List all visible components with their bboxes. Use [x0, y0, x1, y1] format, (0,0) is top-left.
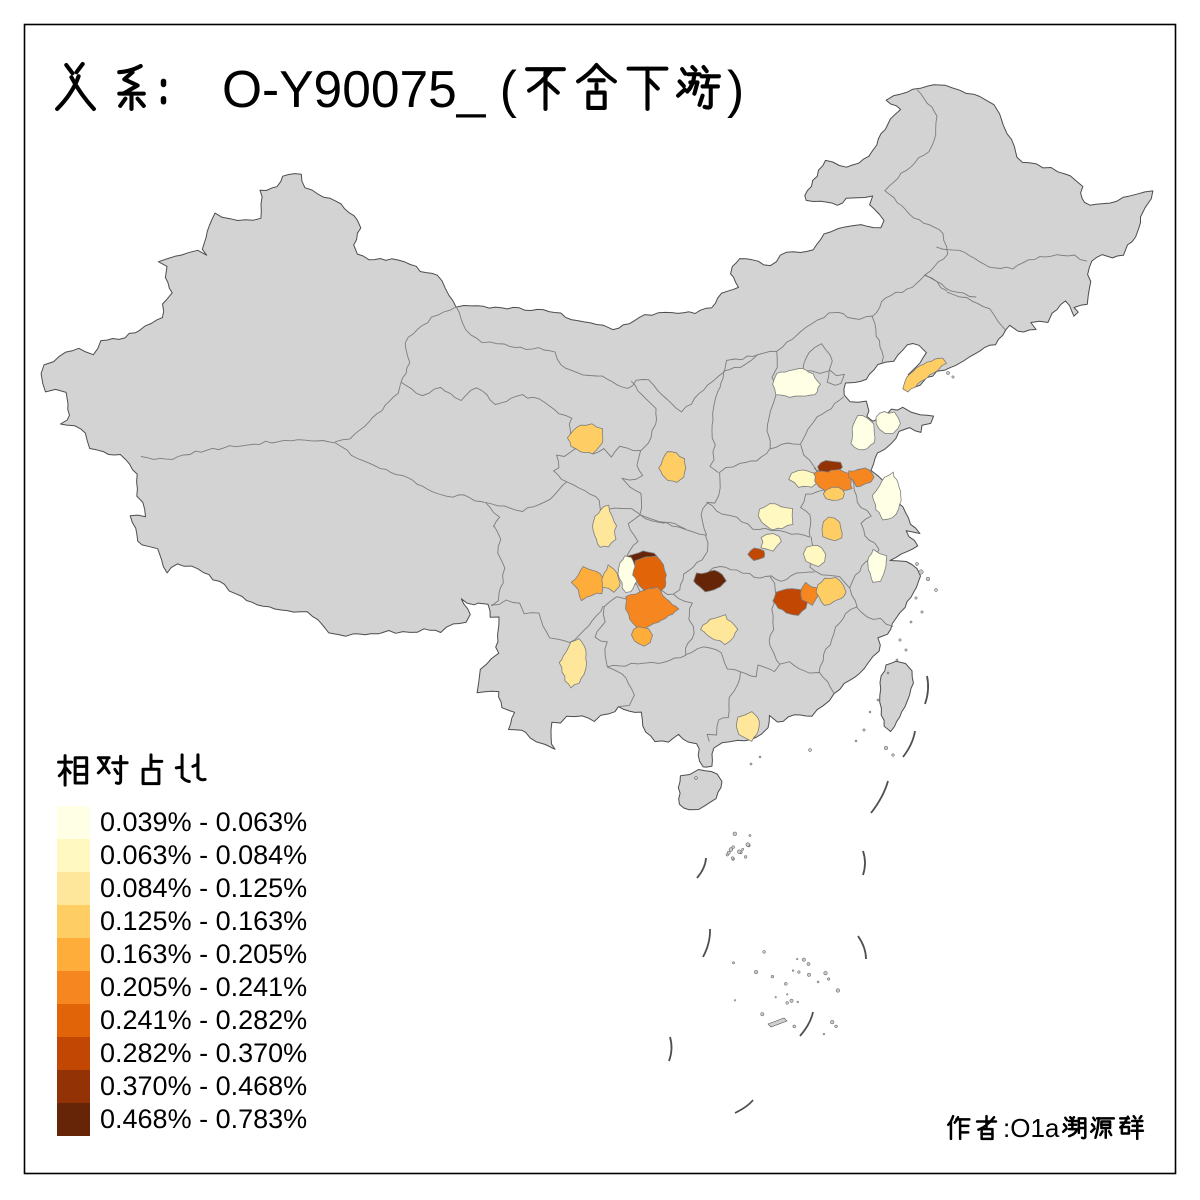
- svg-text:0.468% - 0.783%: 0.468% - 0.783%: [100, 1104, 307, 1134]
- svg-text:0.084% - 0.125%: 0.084% - 0.125%: [100, 873, 307, 903]
- svg-text:0.039% - 0.063%: 0.039% - 0.063%: [100, 807, 307, 837]
- svg-text:O-Y90075_ (: O-Y90075_ (: [222, 60, 517, 118]
- svg-text:0.241% - 0.282%: 0.241% - 0.282%: [100, 1005, 307, 1035]
- svg-text:0.282% - 0.370%: 0.282% - 0.370%: [100, 1038, 307, 1068]
- svg-text:): ): [727, 60, 744, 118]
- svg-text:0.370% - 0.468%: 0.370% - 0.468%: [100, 1071, 307, 1101]
- svg-text:0.163% - 0.205%: 0.163% - 0.205%: [100, 939, 307, 969]
- svg-text:0.063% - 0.084%: 0.063% - 0.084%: [100, 840, 307, 870]
- svg-text:0.205% - 0.241%: 0.205% - 0.241%: [100, 972, 307, 1002]
- svg-text:0.125% - 0.163%: 0.125% - 0.163%: [100, 906, 307, 936]
- svg-text::O1a: :O1a: [1003, 1113, 1060, 1143]
